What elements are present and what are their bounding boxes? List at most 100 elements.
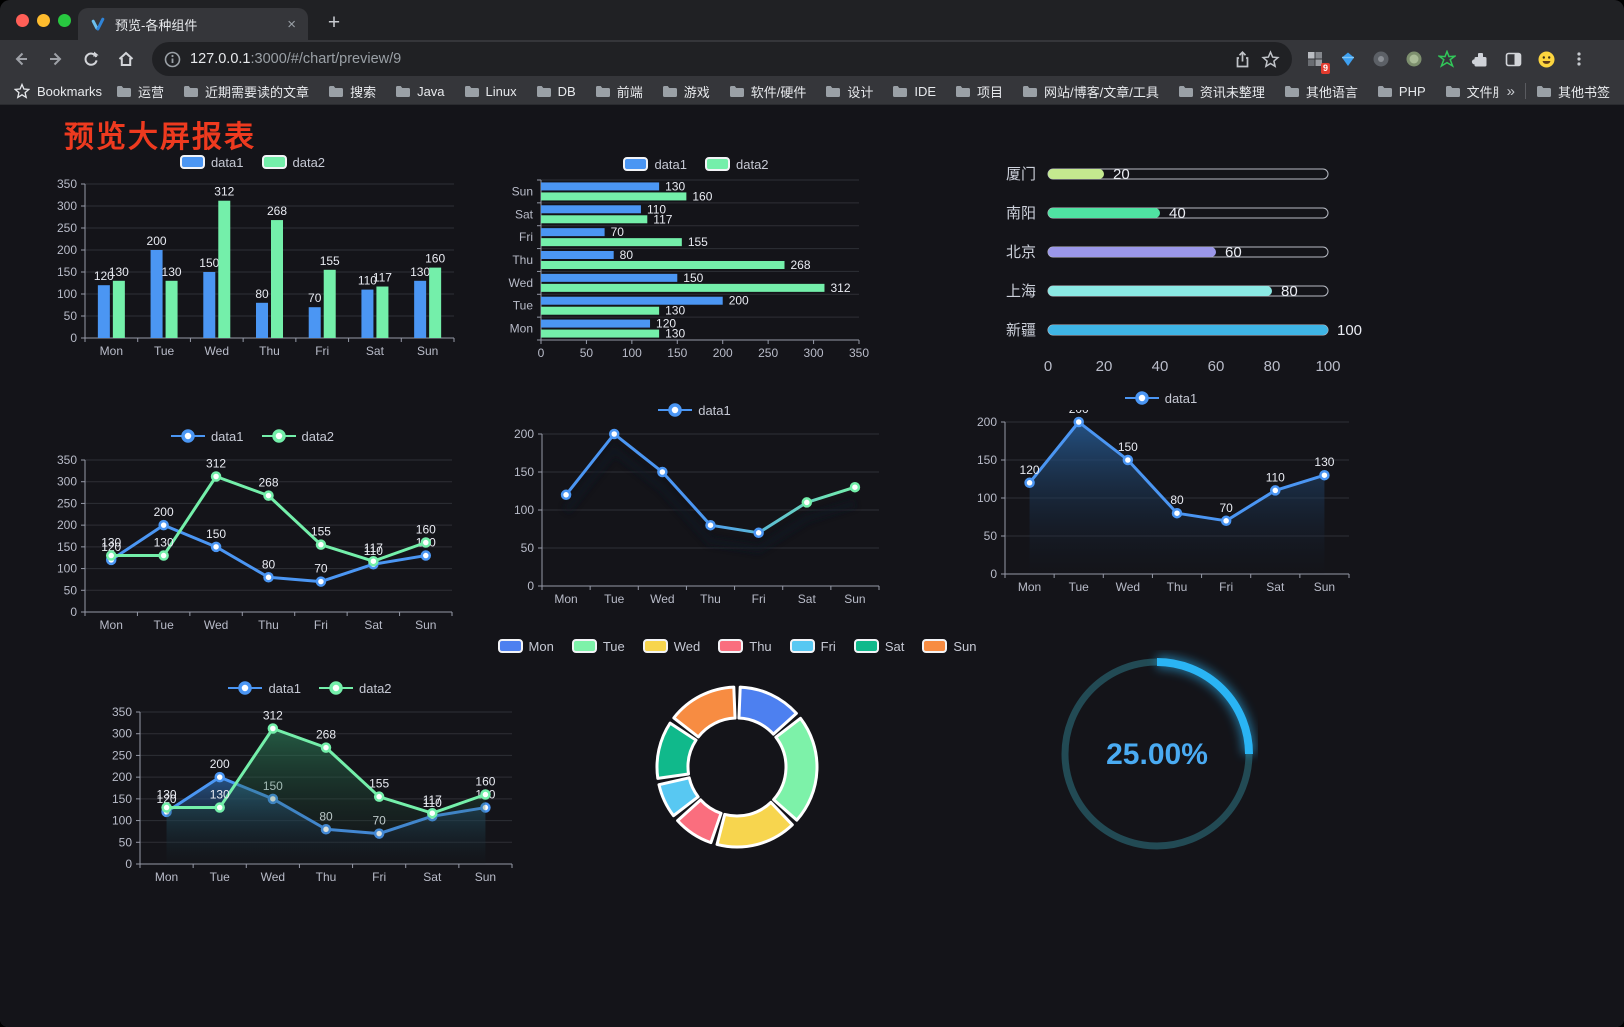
legend-item[interactable]: Mon: [497, 639, 554, 654]
svg-text:130: 130: [157, 788, 177, 802]
bar-chart[interactable]: data1 data2 0 50 100 150 200 250 300 350 Mon Tue Wed…: [45, 150, 460, 364]
legend-item[interactable]: Fri: [789, 639, 836, 654]
page-content: 预览大屏报表 data1 data2 0 50 100 150 200 250 300 350 Mo…: [0, 105, 1624, 1027]
legend-item[interactable]: data2: [319, 681, 392, 696]
close-window-button[interactable]: [16, 14, 29, 27]
progress-bar-chart[interactable]: 厦门 20 南阳 40 北京 60 上海 80 新疆 100 0 20 40 60 80 100: [1000, 158, 1378, 386]
folder-icon: [1284, 85, 1299, 97]
horizontal-bar-chart[interactable]: data1 data2 0 50 100 150 200 250 300 350 Mon 120 130…: [505, 152, 887, 366]
bookmark-folder[interactable]: 其他语言: [1284, 82, 1358, 101]
other-bookmarks-folder[interactable]: 其他书签: [1536, 82, 1610, 101]
legend-item[interactable]: data1: [658, 403, 731, 418]
maximize-window-button[interactable]: [58, 14, 71, 27]
minimize-window-button[interactable]: [37, 14, 50, 27]
legend-item[interactable]: data1: [228, 681, 301, 696]
svg-text:117: 117: [653, 212, 672, 226]
line-plot: 0 50 100 150 200 250 300 350 Mon Tue Wed Thu Fri Sat S…: [112, 705, 513, 884]
legend-item[interactable]: data1: [179, 155, 244, 170]
gradient-line-chart[interactable]: data1 0 50 100 150 200 Mon Tue Wed Thu Fri Sat Sun: [502, 398, 887, 612]
line-plot: 0 50 100 150 200 250 300 350 Mon Tue Wed Thu Fri Sat S…: [57, 453, 453, 632]
svg-text:120: 120: [101, 540, 121, 554]
bookmark-folder[interactable]: 近期需要读的文章: [183, 82, 309, 101]
browser-tab[interactable]: 预览-各种组件 ×: [78, 8, 308, 40]
menu-kebab-icon[interactable]: [1568, 48, 1590, 70]
svg-text:70: 70: [308, 291, 322, 305]
legend-item[interactable]: Sat: [853, 639, 904, 654]
puzzle-extensions-icon[interactable]: [1469, 48, 1491, 70]
legend-item[interactable]: data1: [1124, 391, 1197, 406]
legend-item[interactable]: data2: [261, 155, 325, 170]
bookmarks-overflow-chevron[interactable]: »: [1506, 82, 1515, 100]
legend-item[interactable]: data2: [705, 157, 769, 172]
bookmark-folder[interactable]: 搜索: [328, 82, 376, 101]
legend-item[interactable]: data1: [623, 157, 687, 172]
extension-star-green-icon[interactable]: [1436, 48, 1458, 70]
extension-circle-green-icon[interactable]: [1403, 48, 1425, 70]
bookmarks-label[interactable]: Bookmarks: [37, 83, 103, 99]
area-line-chart[interactable]: data1 0 50 100 150 200 Mon Tue Wed Thu Fri Sat Sun 12…: [965, 386, 1357, 600]
bookmark-folder[interactable]: PHP: [1377, 84, 1426, 99]
donut-chart[interactable]: Mon Tue Wed Thu Fri Sat Sun: [497, 634, 976, 868]
extension-circle-dark-icon[interactable]: [1370, 48, 1392, 70]
svg-text:Sun: Sun: [512, 184, 533, 198]
page-title: 预览大屏报表: [64, 121, 256, 154]
svg-text:130: 130: [101, 536, 121, 550]
folder-icon: [1445, 85, 1460, 97]
reload-button[interactable]: [77, 45, 105, 73]
site-info-icon[interactable]: [164, 51, 181, 68]
sidebar-toggle-icon[interactable]: [1502, 48, 1524, 70]
bookmark-star-icon[interactable]: [1261, 49, 1280, 69]
extension-mosaic-icon[interactable]: 9: [1304, 48, 1330, 74]
bookmark-folder[interactable]: 设计: [825, 82, 873, 101]
new-tab-button[interactable]: +: [327, 11, 341, 34]
bookmark-folder[interactable]: DB: [536, 84, 576, 99]
url-text[interactable]: 127.0.0.1:3000/#/chart/preview/9: [190, 51, 402, 67]
bookmark-folder[interactable]: 运营: [116, 82, 164, 101]
folder-icon: [956, 85, 971, 97]
extension-badge: 9: [1320, 63, 1330, 74]
gauge-chart[interactable]: 25.00%: [1056, 650, 1258, 858]
svg-text:100: 100: [57, 562, 77, 576]
svg-text:Tue: Tue: [154, 344, 175, 358]
svg-text:Thu: Thu: [512, 253, 533, 267]
svg-text:130: 130: [154, 536, 174, 550]
bookmark-folder[interactable]: 资讯未整理: [1178, 82, 1265, 101]
svg-text:150: 150: [206, 527, 226, 541]
home-button[interactable]: [112, 45, 140, 73]
svg-text:150: 150: [667, 346, 687, 360]
emoji-extension-icon[interactable]: [1535, 48, 1557, 70]
legend-item[interactable]: Tue: [571, 639, 625, 654]
share-icon[interactable]: [1233, 50, 1252, 69]
bookmark-folder[interactable]: Linux: [464, 84, 517, 99]
back-button[interactable]: [7, 45, 35, 73]
svg-text:Fri: Fri: [372, 870, 386, 884]
svg-text:350: 350: [57, 177, 77, 191]
address-bar[interactable]: 127.0.0.1:3000/#/chart/preview/9: [152, 42, 1292, 76]
svg-text:Sun: Sun: [475, 870, 496, 884]
bookmark-folder[interactable]: 前端: [595, 82, 643, 101]
bookmark-folder[interactable]: 游戏: [662, 82, 710, 101]
legend-item[interactable]: Wed: [642, 639, 700, 654]
chart-legend: data1 data2: [505, 152, 887, 176]
bookmark-folder[interactable]: 软件/硬件: [729, 82, 806, 101]
tab-close-icon[interactable]: ×: [287, 15, 296, 33]
svg-text:150: 150: [514, 465, 534, 479]
legend-item[interactable]: data1: [170, 429, 244, 444]
bookmark-folder[interactable]: IDE: [892, 84, 936, 99]
forward-button[interactable]: [42, 45, 70, 73]
svg-text:80: 80: [1170, 493, 1184, 507]
legend-item[interactable]: Thu: [718, 639, 772, 654]
bookmark-folder[interactable]: 网站/博客/文章/工具: [1022, 82, 1159, 101]
two-series-area-chart[interactable]: data1 data2 0 50 100 150 200 250 300 350 Mon Tue Wed…: [100, 676, 520, 890]
svg-text:40: 40: [1169, 205, 1186, 222]
bookmark-folder[interactable]: 项目: [955, 82, 1003, 101]
svg-text:110: 110: [364, 544, 383, 558]
bookmark-folder[interactable]: Java: [395, 84, 445, 99]
legend-item[interactable]: Sun: [922, 639, 976, 654]
extension-gem-icon[interactable]: [1337, 48, 1359, 70]
two-series-line-chart[interactable]: data1 data2 0 50 100 150 200 250 300 350 Mon Tue Wed…: [45, 424, 460, 638]
legend-item[interactable]: data2: [261, 429, 334, 444]
svg-text:155: 155: [311, 525, 331, 539]
bookmark-folder[interactable]: 文件服务器: [1445, 82, 1499, 101]
bookmarks-star-icon[interactable]: [14, 83, 30, 99]
